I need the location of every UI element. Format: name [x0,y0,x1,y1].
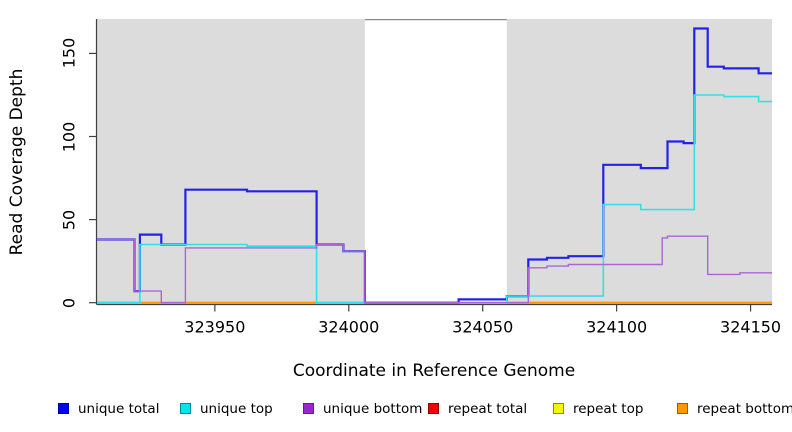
legend-swatch-icon [180,403,191,414]
series-line-unique-top [97,94,772,304]
legend-swatch-icon [428,403,439,414]
legend-item-repeat-bottom: repeat bottom [677,400,792,417]
y-tick-label: 0 [59,297,79,308]
legend-label: unique bottom [323,400,423,417]
x-tick-label: 324000 [318,317,380,337]
legend-label: unique top [200,400,273,417]
x-tick-label: 324100 [586,317,648,337]
legend-swatch-icon [553,403,564,414]
legend-item-unique-total: unique total [58,400,159,417]
y-tick-label: 50 [59,209,79,230]
y-axis-title: Read Coverage Depth [7,68,27,256]
legend-item-repeat-top: repeat top [553,400,643,417]
legend-label: unique total [78,400,160,417]
legend-label: repeat total [448,400,528,417]
series-line-unique-bottom [97,235,772,304]
y-tick-label: 100 [59,121,79,152]
legend-swatch-icon [677,403,688,414]
x-tick-label: 324150 [720,317,782,337]
legend-swatch-icon [303,403,314,414]
legend-item-unique-bottom: unique bottom [303,400,422,417]
legend-label: repeat bottom [697,400,792,417]
legend-swatch-icon [58,403,69,414]
x-tick-label: 324050 [452,317,514,337]
legend-item-repeat-total: repeat total [428,400,527,417]
masked-region [364,19,507,304]
legend-item-unique-top: unique top [180,400,273,417]
y-tick-label: 150 [59,38,79,69]
x-tick-label: 323950 [184,317,246,337]
x-axis-title: Coordinate in Reference Genome [292,361,576,381]
legend-label: repeat top [573,400,644,417]
